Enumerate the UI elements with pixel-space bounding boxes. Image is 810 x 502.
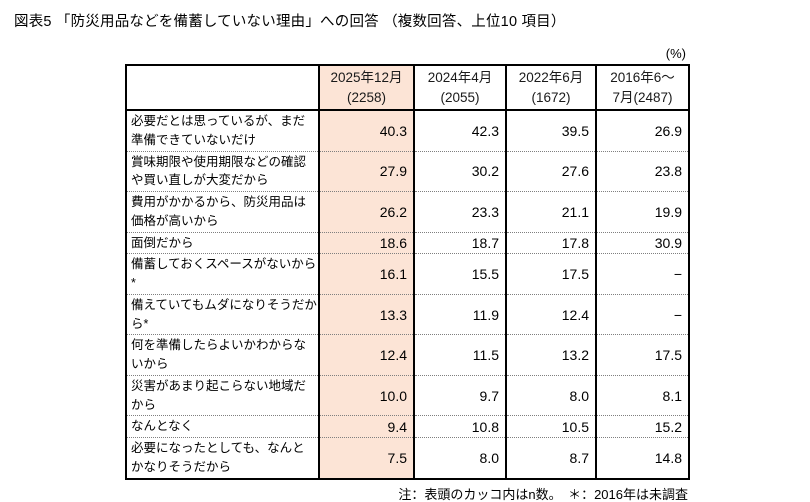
value-2022: 13.2 — [505, 334, 596, 376]
value-2024: 10.8 — [413, 415, 506, 438]
table-row: 備えていてもムダになりそうだから* 13.3 11.9 12.4 − — [125, 293, 689, 335]
value-2022: 17.5 — [505, 253, 596, 295]
value-2022: 10.5 — [505, 415, 596, 438]
row-label: なんとなく — [125, 415, 319, 438]
header-row: 2025年12月 (2258) 2024年4月 (2055) 2022年6月 (… — [125, 65, 689, 112]
value-2025: 18.6 — [318, 231, 414, 254]
table-row: 必要だとは思っているが、まだ準備できていないだけ 40.3 42.3 39.5 … — [125, 109, 689, 152]
value-2024: 15.5 — [413, 253, 506, 295]
row-label: 面倒だから — [125, 231, 319, 254]
value-2025: 26.2 — [318, 191, 414, 233]
value-2024: 11.5 — [413, 334, 506, 376]
value-2022: 12.4 — [505, 293, 596, 335]
value-2024: 9.7 — [413, 374, 506, 416]
value-2016: 26.9 — [595, 109, 689, 152]
value-2024: 30.2 — [413, 150, 506, 192]
table-row: 面倒だから 18.6 18.7 17.8 30.9 — [125, 231, 689, 254]
value-2016: 19.9 — [595, 191, 689, 233]
value-2022: 8.7 — [505, 437, 596, 479]
value-2016: 14.8 — [595, 437, 689, 479]
value-2025: 7.5 — [318, 437, 414, 479]
col-header-2025-12: 2025年12月 (2258) — [318, 65, 414, 112]
value-2024: 42.3 — [413, 109, 506, 152]
corner-cell — [125, 65, 319, 112]
value-2025: 9.4 — [318, 415, 414, 438]
row-label: 備蓄しておくスペースがないから* — [125, 253, 319, 295]
row-label: 災害があまり起こらない地域だから — [125, 374, 319, 416]
value-2025: 40.3 — [318, 109, 414, 152]
value-2016: − — [595, 293, 689, 335]
value-2022: 17.8 — [505, 231, 596, 254]
footnote: 注：表頭のカッコ内はn数。 ＊：2016年は未調査 — [398, 486, 688, 502]
figure-title: 図表5 「防災用品などを備蓄していない理由」への回答 （複数回答、上位10 項目… — [14, 14, 566, 30]
value-2025: 10.0 — [318, 374, 414, 416]
percent-unit-label: (%) — [665, 46, 686, 61]
value-2022: 21.1 — [505, 191, 596, 233]
table-row: 賞味期限や使用期限などの確認や買い直しが大変だから 27.9 30.2 27.6… — [125, 150, 689, 192]
table-block: (%) 2025年12月 (2258) 2024年4月 (2055) 2022年… — [125, 46, 690, 502]
value-2016: 30.9 — [595, 231, 689, 254]
value-2024: 18.7 — [413, 231, 506, 254]
col-header-2016-06-07: 2016年6～ 7月(2487) — [595, 65, 689, 112]
row-label: 必要になったとしても、なんとかなりそうだから — [125, 437, 319, 479]
value-2024: 23.3 — [413, 191, 506, 233]
table-row: 災害があまり起こらない地域だから 10.0 9.7 8.0 8.1 — [125, 374, 689, 416]
row-label: 費用がかかるから、防災用品は価格が高いから — [125, 191, 319, 233]
table-row: 必要になったとしても、なんとかなりそうだから 7.5 8.0 8.7 14.8 — [125, 437, 689, 479]
row-label: 何を準備したらよいかわからないから — [125, 334, 319, 376]
table-row: 何を準備したらよいかわからないから 12.4 11.5 13.2 17.5 — [125, 334, 689, 376]
value-2025: 12.4 — [318, 334, 414, 376]
row-label: 備えていてもムダになりそうだから* — [125, 293, 319, 335]
row-label: 必要だとは思っているが、まだ準備できていないだけ — [125, 109, 319, 152]
value-2025: 27.9 — [318, 150, 414, 192]
value-2024: 8.0 — [413, 437, 506, 479]
survey-results-table: 2025年12月 (2258) 2024年4月 (2055) 2022年6月 (… — [125, 64, 690, 480]
table-row: 費用がかかるから、防災用品は価格が高いから 26.2 23.3 21.1 19.… — [125, 191, 689, 233]
value-2016: 17.5 — [595, 334, 689, 376]
value-2016: 15.2 — [595, 415, 689, 438]
value-2016: 23.8 — [595, 150, 689, 192]
col-header-2022-06: 2022年6月 (1672) — [505, 65, 596, 112]
value-2024: 11.9 — [413, 293, 506, 335]
value-2016: 8.1 — [595, 374, 689, 416]
col-header-2024-04: 2024年4月 (2055) — [413, 65, 506, 112]
value-2025: 13.3 — [318, 293, 414, 335]
value-2022: 27.6 — [505, 150, 596, 192]
table-row: 備蓄しておくスペースがないから* 16.1 15.5 17.5 − — [125, 253, 689, 295]
value-2022: 8.0 — [505, 374, 596, 416]
table-row: なんとなく 9.4 10.8 10.5 15.2 — [125, 415, 689, 438]
value-2025: 16.1 — [318, 253, 414, 295]
value-2016: − — [595, 253, 689, 295]
row-label: 賞味期限や使用期限などの確認や買い直しが大変だから — [125, 150, 319, 192]
value-2022: 39.5 — [505, 109, 596, 152]
